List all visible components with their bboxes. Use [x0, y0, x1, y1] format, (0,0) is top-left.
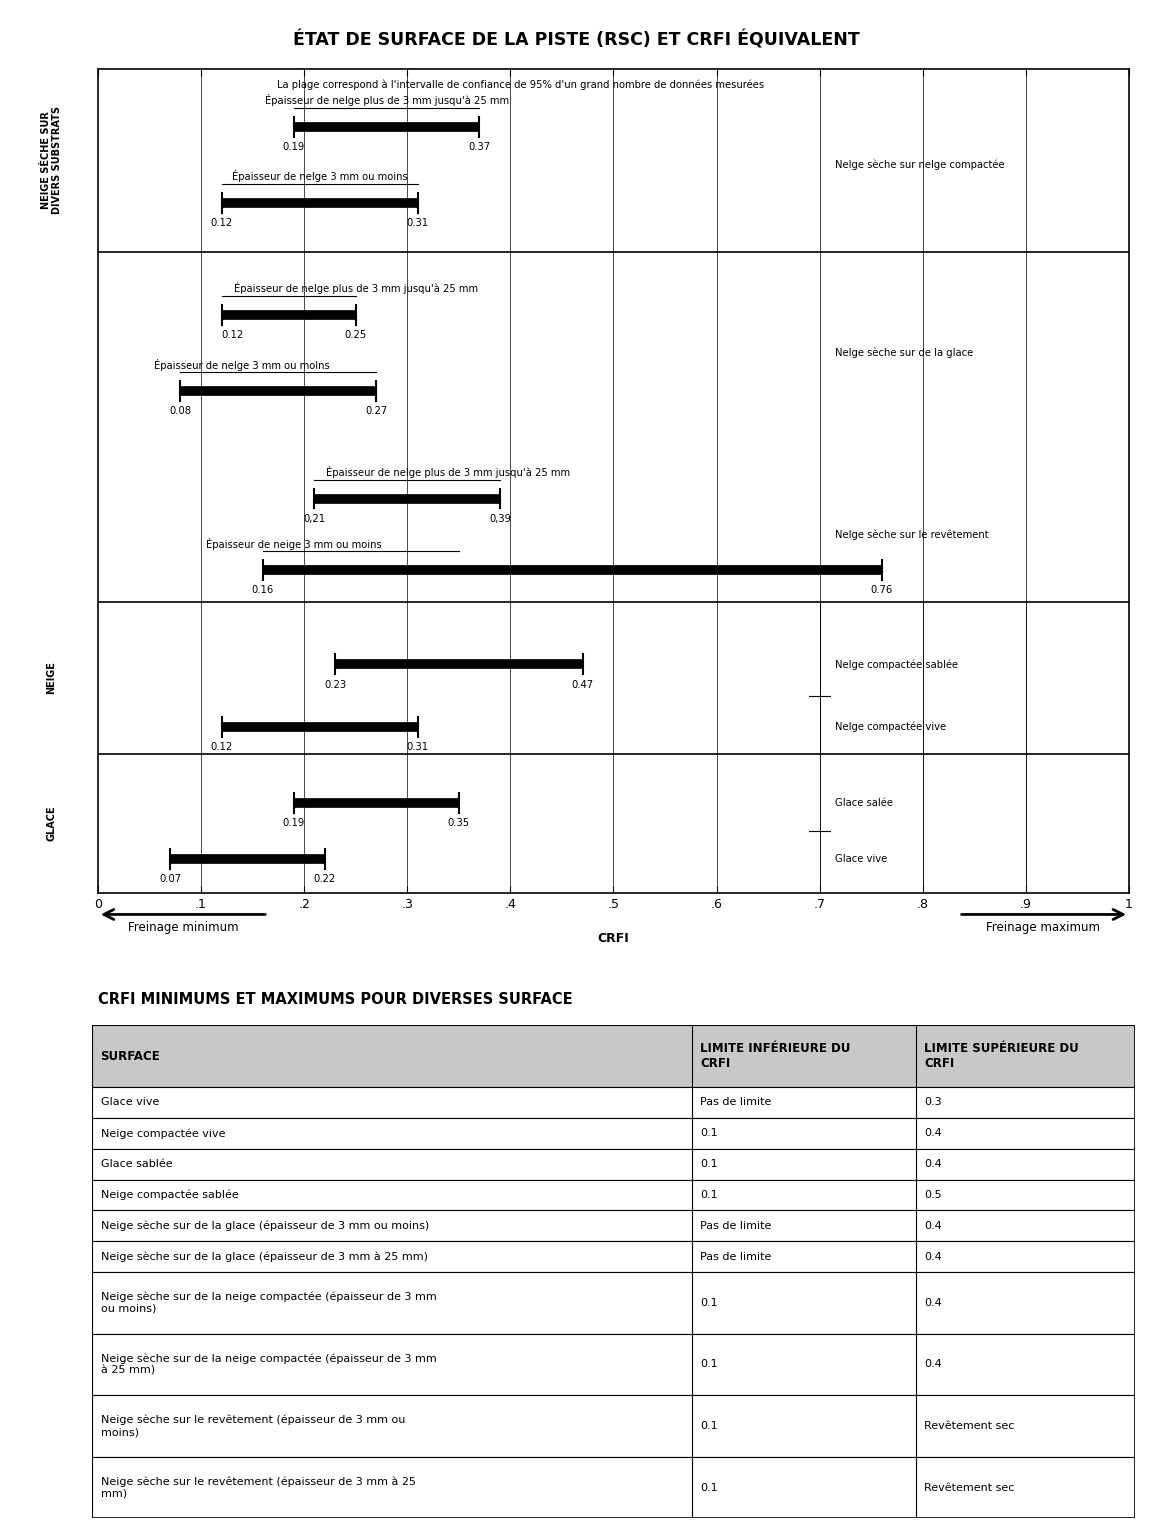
Text: 0.19: 0.19 [282, 818, 305, 829]
Text: 0.07: 0.07 [159, 874, 181, 884]
Bar [92, 1241, 1135, 1273]
Text: Freinage minimum: Freinage minimum [128, 920, 238, 934]
Text: Revêtement sec: Revêtement sec [924, 1421, 1015, 1431]
Bar [92, 1025, 1135, 1087]
Text: 0,39: 0,39 [490, 514, 511, 523]
Text: Pas de limite: Pas de limite [700, 1251, 772, 1262]
Text: Nelge sèche sur nelge compactée: Nelge sèche sur nelge compactée [835, 159, 1005, 169]
Bar [92, 1457, 1135, 1518]
Text: 0.12: 0.12 [211, 218, 233, 229]
Text: CRFI MINIMUMS ET MAXIMUMS POUR DIVERSES SURFACE: CRFI MINIMUMS ET MAXIMUMS POUR DIVERSES … [98, 992, 573, 1007]
Text: LIMITE INFÉRIEURE DU
CRFI: LIMITE INFÉRIEURE DU CRFI [700, 1042, 850, 1070]
Text: Neige sèche sur le revêtement (épaisseur de 3 mm à 25
mm): Neige sèche sur le revêtement (épaisseur… [100, 1477, 416, 1499]
Text: 0.3: 0.3 [924, 1097, 941, 1108]
Text: 0.37: 0.37 [469, 142, 491, 153]
Text: SURFACE: SURFACE [100, 1050, 160, 1062]
Text: 0.08: 0.08 [169, 406, 191, 417]
Text: 0.31: 0.31 [407, 742, 429, 752]
Text: 0,21: 0,21 [303, 514, 326, 523]
Text: Épaisseur de nelge 3 mm ou moins: Épaisseur de nelge 3 mm ou moins [232, 171, 408, 183]
Text: NEIGE: NEIGE [46, 661, 56, 694]
Text: Nelge sèche sur le revêtement: Nelge sèche sur le revêtement [835, 530, 988, 540]
Bar [92, 1149, 1135, 1180]
Text: Neige sèche sur de la glace (épaisseur de 3 mm ou moins): Neige sèche sur de la glace (épaisseur d… [100, 1221, 429, 1231]
Text: GLACE: GLACE [46, 806, 56, 841]
Text: 0.22: 0.22 [313, 874, 336, 884]
Bar [92, 1395, 1135, 1457]
Text: Glace vive: Glace vive [100, 1097, 159, 1108]
Text: 0.1: 0.1 [700, 1483, 718, 1492]
Text: 0.1: 0.1 [700, 1360, 718, 1369]
Text: Neige sèche sur de la neige compactée (épaisseur de 3 mm
ou moins): Neige sèche sur de la neige compactée (é… [100, 1291, 437, 1314]
Text: Épaisseur de nelge plus de 3 mm jusqu'à 25 mm: Épaisseur de nelge plus de 3 mm jusqu'à … [265, 95, 509, 107]
Text: Épaisseur de nelge plus de 3 mm jusqu'à 25 mm: Épaisseur de nelge plus de 3 mm jusqu'à … [234, 282, 478, 295]
Text: 0.1: 0.1 [700, 1190, 718, 1199]
Text: Glace sablée: Glace sablée [100, 1160, 172, 1169]
Text: 0.23: 0.23 [324, 679, 346, 690]
Text: 0.76: 0.76 [871, 586, 893, 595]
Text: Revêtement sec: Revêtement sec [924, 1483, 1015, 1492]
Text: 0.16: 0.16 [252, 586, 274, 595]
Text: Glace salée: Glace salée [835, 798, 893, 809]
Text: Neige compactée vive: Neige compactée vive [100, 1128, 225, 1138]
Text: Neige sèche sur de la glace (épaisseur de 3 mm à 25 mm): Neige sèche sur de la glace (épaisseur d… [100, 1251, 427, 1262]
Text: 0.19: 0.19 [282, 142, 305, 153]
Text: Pas de limite: Pas de limite [700, 1097, 772, 1108]
Text: 0.4: 0.4 [924, 1221, 942, 1230]
Text: 0.4: 0.4 [924, 1160, 942, 1169]
Text: Neige compactée sablée: Neige compactée sablée [100, 1190, 238, 1199]
Bar [92, 1119, 1135, 1149]
Text: Glace vive: Glace vive [835, 853, 887, 864]
Text: 0.1: 0.1 [700, 1128, 718, 1138]
Text: 0.5: 0.5 [924, 1190, 941, 1199]
Text: Épaisseur de neige 3 mm ou moins: Épaisseur de neige 3 mm ou moins [206, 537, 381, 549]
Bar [92, 1273, 1135, 1334]
Bar [92, 1180, 1135, 1210]
Text: Nelge compactée sablée: Nelge compactée sablée [835, 659, 958, 670]
Text: 0.12: 0.12 [211, 742, 233, 752]
Text: 0.25: 0.25 [344, 330, 366, 340]
Text: NEIGE SÈCHE SUR
DIVERS SUBSTRATS: NEIGE SÈCHE SUR DIVERS SUBSTRATS [40, 107, 62, 215]
Text: 0.31: 0.31 [407, 218, 429, 229]
Text: Nelge sèche sur de la glace: Nelge sèche sur de la glace [835, 348, 973, 359]
Text: La plage correspond à l'intervalle de confiance de 95% d'un grand nombre de donn: La plage correspond à l'intervalle de co… [278, 79, 764, 90]
Text: 0.4: 0.4 [924, 1297, 942, 1308]
Text: 0.35: 0.35 [448, 818, 470, 829]
Text: Épaisseur de nelge plus de 3 mm jusqu'à 25 mm: Épaisseur de nelge plus de 3 mm jusqu'à … [326, 465, 570, 478]
Text: ÉTAT DE SURFACE DE LA PISTE (RSC) ET CRFI ÉQUIVALENT: ÉTAT DE SURFACE DE LA PISTE (RSC) ET CRF… [293, 31, 859, 49]
Text: 0.12: 0.12 [221, 330, 244, 340]
Text: Freinage maximum: Freinage maximum [986, 920, 1100, 934]
Text: 0.47: 0.47 [571, 679, 593, 690]
Text: LIMITE SUPÉRIEURE DU
CRFI: LIMITE SUPÉRIEURE DU CRFI [924, 1042, 1079, 1070]
Text: 0.4: 0.4 [924, 1360, 942, 1369]
Text: 0.27: 0.27 [365, 406, 387, 417]
Bar [92, 1210, 1135, 1241]
Text: 0.1: 0.1 [700, 1297, 718, 1308]
Text: Neige sèche sur le revêtement (épaisseur de 3 mm ou
moins): Neige sèche sur le revêtement (épaisseur… [100, 1415, 404, 1437]
Text: Nelge compactée vive: Nelge compactée vive [835, 722, 946, 732]
Bar [92, 1087, 1135, 1119]
Text: 0.4: 0.4 [924, 1251, 942, 1262]
Text: 0.1: 0.1 [700, 1421, 718, 1431]
Bar [92, 1334, 1135, 1395]
Text: 0.4: 0.4 [924, 1128, 942, 1138]
Text: 0.1: 0.1 [700, 1160, 718, 1169]
Text: Pas de limite: Pas de limite [700, 1221, 772, 1230]
Text: Épaisseur de nelge 3 mm ou molns: Épaisseur de nelge 3 mm ou molns [154, 359, 331, 371]
Text: CRFI: CRFI [598, 932, 629, 945]
Text: Neige sèche sur de la neige compactée (épaisseur de 3 mm
à 25 mm): Neige sèche sur de la neige compactée (é… [100, 1354, 437, 1375]
